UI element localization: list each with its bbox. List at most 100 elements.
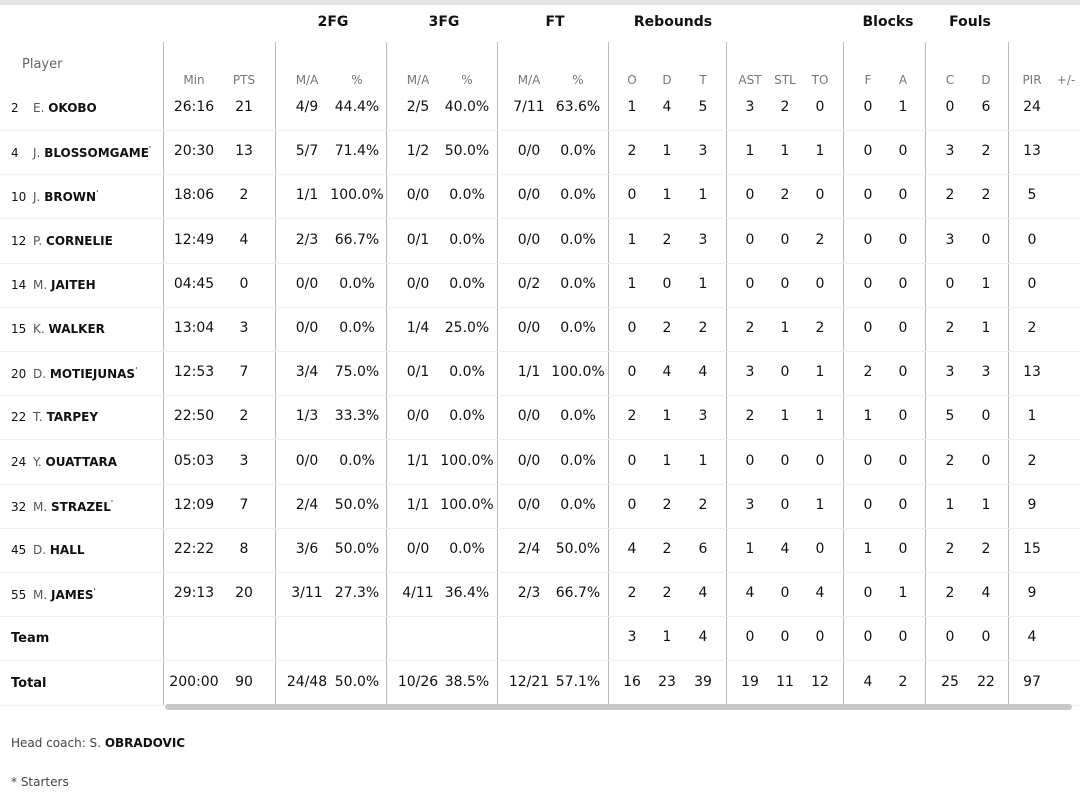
cell-f: 0 xyxy=(863,629,873,646)
cell-min: 12:49 xyxy=(173,231,215,248)
cell-pir: 5 xyxy=(1027,187,1037,204)
cell-pts: 2 xyxy=(239,408,249,425)
cell-to: 12 xyxy=(811,673,829,690)
player-number: 2 xyxy=(11,101,19,115)
cell-ma: 1/1 xyxy=(295,187,319,204)
cell-stl: 0 xyxy=(780,364,790,381)
cell-ast: 0 xyxy=(745,629,755,646)
header-t: T xyxy=(699,73,707,87)
cell-to: 0 xyxy=(815,187,825,204)
table-row[interactable]: 22 T. TARPEY 22:50 2 1/3 33.3% 0/0 0.0% 0/0 0.0% 2… xyxy=(0,395,1080,441)
table-row[interactable]: 2 E. OKOBO 26:16 21 4/9 44.4% 2/5 40.0% 7/11 63.6… xyxy=(0,86,1080,131)
player-name[interactable]: 12 P. CORNELIE xyxy=(11,234,113,248)
cell-stl: 0 xyxy=(780,452,790,469)
table-row[interactable]: 32 M. STRAZEL' 12:09 7 2/4 50.0% 1/1 100.0% 0/0 0… xyxy=(0,484,1080,529)
cell-pct: 0.0% xyxy=(560,231,596,248)
horizontal-scrollbar[interactable] xyxy=(165,704,1072,710)
player-name[interactable]: 10 J. BROWN' xyxy=(11,189,99,205)
player-name[interactable]: Total xyxy=(11,676,47,691)
cell-ma: 2/3 xyxy=(295,231,319,248)
cell-min: 12:09 xyxy=(173,496,215,513)
cell-f: 0 xyxy=(863,187,873,204)
table-row[interactable]: 14 M. JAITEH 04:45 0 0/0 0.0% 0/0 0.0% 0/2 0.0% 1 0… xyxy=(0,263,1080,308)
cell-min: 20:30 xyxy=(173,143,215,160)
column-divider xyxy=(726,42,727,706)
player-name[interactable]: 22 T. TARPEY xyxy=(11,410,98,424)
player-name[interactable]: 2 E. OKOBO xyxy=(11,101,97,115)
cell-ast: 3 xyxy=(745,496,755,513)
table-row[interactable]: 55 M. JAMES' 29:13 20 3/11 27.3% 4/11 36.4% 2/3 6… xyxy=(0,572,1080,618)
row-label: Team xyxy=(11,631,50,647)
column-divider xyxy=(163,42,164,706)
header-ast: AST xyxy=(738,73,762,87)
cell-ma: 2/4 xyxy=(295,496,319,513)
cell-o: 2 xyxy=(627,143,637,160)
cell-pct: 0.0% xyxy=(449,541,485,557)
cell-pct: 0.0% xyxy=(560,408,596,425)
player-number: 10 xyxy=(11,190,27,205)
cell-t: 2 xyxy=(698,320,708,336)
cell-c: 2 xyxy=(945,452,955,469)
cell-to: 1 xyxy=(815,364,825,381)
cell-to: 0 xyxy=(815,275,825,292)
player-name[interactable]: 32 M. STRAZEL' xyxy=(11,498,114,514)
cell-o: 0 xyxy=(627,320,637,336)
header-pct: % xyxy=(461,73,473,87)
player-name[interactable]: 14 M. JAITEH xyxy=(11,278,96,292)
cell-dd: 0 xyxy=(981,408,991,425)
cell-a: 1 xyxy=(898,585,908,602)
player-first: E. xyxy=(33,101,45,115)
cell-min: 13:04 xyxy=(173,320,215,336)
cell-f: 0 xyxy=(863,585,873,602)
player-first: K. xyxy=(33,322,45,336)
cell-stl: 0 xyxy=(780,231,790,248)
cell-o: 1 xyxy=(627,275,637,292)
player-last: TARPEY xyxy=(46,410,99,425)
cell-t: 6 xyxy=(698,541,708,557)
cell-ma: 1/1 xyxy=(406,496,430,513)
cell-pts: 20 xyxy=(235,585,253,602)
player-name[interactable]: Team xyxy=(11,631,49,646)
player-name[interactable]: 55 M. JAMES' xyxy=(11,587,96,603)
player-name[interactable]: 45 D. HALL xyxy=(11,543,85,557)
cell-pir: 24 xyxy=(1023,99,1041,115)
cell-ma: 0/0 xyxy=(517,143,541,160)
cell-pir: 2 xyxy=(1027,452,1037,469)
cell-min: 29:13 xyxy=(173,585,215,602)
table-row[interactable]: 10 J. BROWN' 18:06 2 1/1 100.0% 0/0 0.0% 0/0 0.0%… xyxy=(0,174,1080,220)
cell-ast: 3 xyxy=(745,364,755,381)
cell-pts: 3 xyxy=(239,320,249,336)
cell-stl: 2 xyxy=(780,187,790,204)
cell-pir: 2 xyxy=(1027,320,1037,336)
player-name[interactable]: 15 K. WALKER xyxy=(11,322,105,336)
table-row[interactable]: Total 200:00 90 24/48 50.0% 10/26 38.5% 12/21 57… xyxy=(0,661,1080,706)
cell-pct: 40.0% xyxy=(444,99,490,115)
table-row[interactable]: 24 Y. OUATTARA 05:03 3 0/0 0.0% 1/1 100.0% 0/0 0.… xyxy=(0,440,1080,485)
table-row[interactable]: 45 D. HALL 22:22 8 3/6 50.0% 0/0 0.0% 2/4 50.0% 4 2… xyxy=(0,528,1080,573)
cell-d: 2 xyxy=(662,585,672,602)
cell-ma: 0/0 xyxy=(406,541,430,557)
cell-dd: 2 xyxy=(981,143,991,160)
player-last: WALKER xyxy=(48,322,105,336)
player-first: Y. xyxy=(33,454,42,469)
cell-c: 2 xyxy=(945,320,955,336)
table-row[interactable]: Team 3 1 4 0 0 0 0 0 0 0 4 xyxy=(0,616,1080,662)
player-number: 32 xyxy=(11,499,27,514)
cell-t: 4 xyxy=(698,364,708,381)
cell-o: 0 xyxy=(627,364,637,381)
player-number: 55 xyxy=(11,588,27,603)
table-row[interactable]: 4 J. BLOSSOMGAME' 20:30 13 5/7 71.4% 1/2 50.0% 0… xyxy=(0,130,1080,176)
player-name[interactable]: 4 J. BLOSSOMGAME' xyxy=(11,145,152,161)
header-d: D xyxy=(662,73,672,87)
cell-to: 1 xyxy=(815,143,825,160)
table-row[interactable]: 12 P. CORNELIE 12:49 4 2/3 66.7% 0/1 0.0% 0/0 0.0… xyxy=(0,219,1080,264)
player-name[interactable]: 20 D. MOTIEJUNAS' xyxy=(11,366,138,382)
table-row[interactable]: 20 D. MOTIEJUNAS' 12:53 7 3/4 75.0% 0/1 0.0% 1/1… xyxy=(0,351,1080,397)
player-name[interactable]: 24 Y. OUATTARA xyxy=(11,455,117,469)
table-row[interactable]: 15 K. WALKER 13:04 3 0/0 0.0% 1/4 25.0% 0/0 0.0% 0… xyxy=(0,307,1080,352)
group-2fg: 2FG xyxy=(317,14,349,30)
cell-t: 1 xyxy=(698,275,708,292)
cell-ast: 0 xyxy=(745,231,755,248)
cell-pts: 2 xyxy=(239,187,249,204)
cell-min: 200:00 xyxy=(169,673,219,690)
